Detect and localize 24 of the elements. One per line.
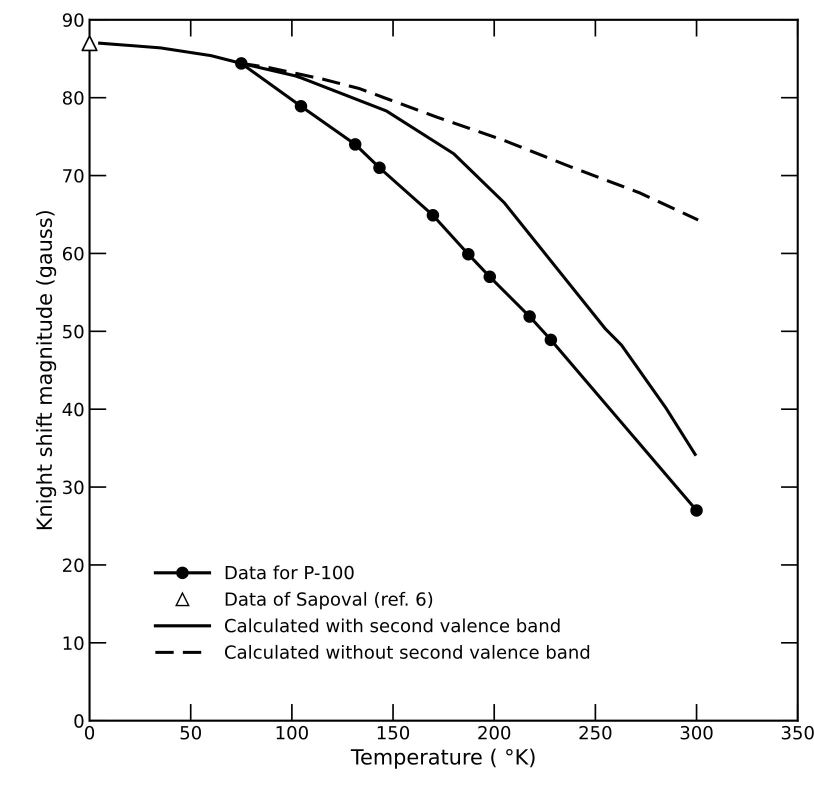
x-tick-label: 100 bbox=[276, 726, 308, 740]
x-tick-label: 0 bbox=[84, 726, 94, 740]
legend-label: Calculated with second valence band bbox=[224, 618, 560, 632]
x-tick-label: 350 bbox=[782, 726, 814, 740]
x-tick-label: 200 bbox=[478, 726, 510, 740]
x-axis-title: Temperature ( °K) bbox=[350, 748, 535, 769]
x-tick-label: 50 bbox=[180, 726, 201, 740]
x-tick-label: 150 bbox=[378, 726, 410, 740]
y-tick-label: 80 bbox=[62, 91, 84, 105]
y-tick-label: 70 bbox=[63, 169, 84, 183]
x-tick-label: 300 bbox=[680, 726, 713, 740]
y-tick-label: 90 bbox=[62, 13, 84, 27]
legend-label: Data of Sapoval (ref. 6) bbox=[226, 592, 432, 610]
y-tick-label: 20 bbox=[63, 558, 84, 572]
y-tick-label: 50 bbox=[63, 324, 84, 338]
legend-label: Data for P-100 bbox=[226, 565, 354, 580]
y-tick-label: 0 bbox=[74, 714, 84, 728]
y-tick-label: 60 bbox=[62, 246, 84, 261]
y-tick-label: 30 bbox=[63, 480, 84, 494]
y-tick-label: 40 bbox=[62, 402, 84, 416]
y-axis-title: Knight shift magnitude (gauss) bbox=[36, 211, 56, 530]
y-tick-label: 10 bbox=[64, 636, 84, 650]
legend-label: Calculated without second valence band bbox=[224, 644, 590, 659]
x-tick-label: 250 bbox=[579, 726, 612, 740]
